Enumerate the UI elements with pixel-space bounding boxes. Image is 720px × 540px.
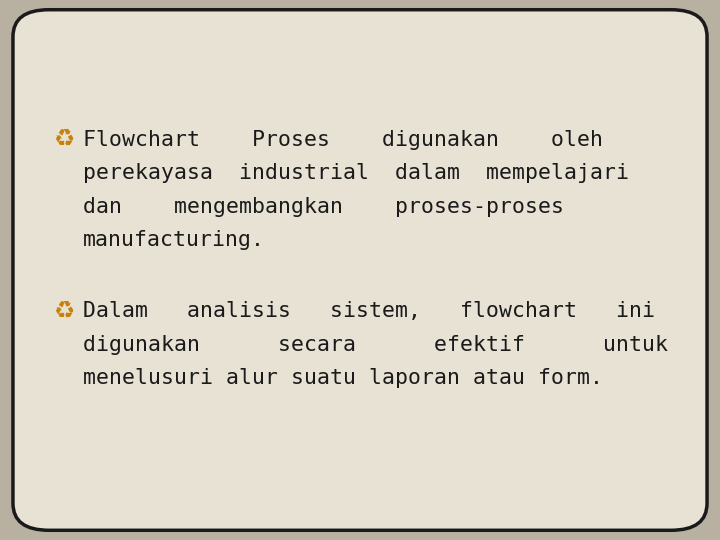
- Text: manufacturing.: manufacturing.: [83, 230, 265, 250]
- Text: ♻: ♻: [54, 127, 75, 151]
- Text: Dalam   analisis   sistem,   flowchart   ini: Dalam analisis sistem, flowchart ini: [83, 301, 654, 321]
- FancyBboxPatch shape: [13, 10, 707, 530]
- Text: dan    mengembangkan    proses-proses: dan mengembangkan proses-proses: [83, 197, 564, 217]
- Text: menelusuri alur suatu laporan atau form.: menelusuri alur suatu laporan atau form.: [83, 368, 603, 388]
- Text: Flowchart    Proses    digunakan    oleh: Flowchart Proses digunakan oleh: [83, 130, 603, 150]
- Text: digunakan      secara      efektif      untuk: digunakan secara efektif untuk: [83, 335, 668, 355]
- Text: perekayasa  industrial  dalam  mempelajari: perekayasa industrial dalam mempelajari: [83, 163, 629, 183]
- Text: ♻: ♻: [54, 299, 75, 322]
